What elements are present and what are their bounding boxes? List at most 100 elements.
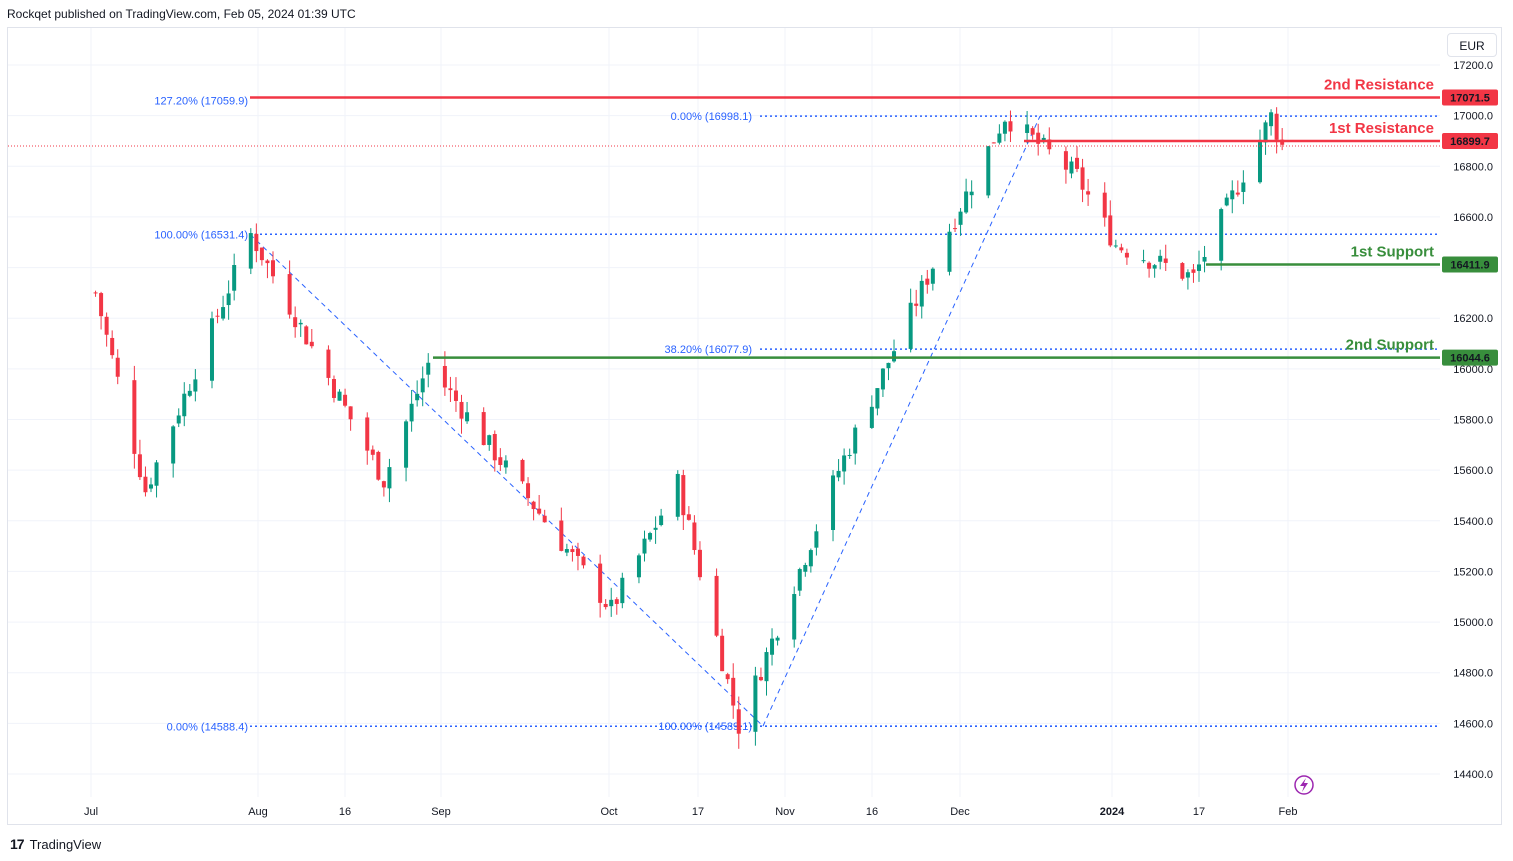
candle-body [1141,260,1146,262]
candlestick-series [93,107,1285,749]
candle-body [814,531,819,548]
candle-body [520,459,525,482]
chart-extras [8,145,1440,795]
candle-body [370,449,375,455]
fib-level-label: 127.20% (17059.9) [154,95,248,107]
candle-body [287,274,292,315]
candle-body [409,403,414,422]
candle-body [714,575,719,636]
time-tick-label: 17 [1193,806,1205,818]
candle-body [869,406,874,428]
candle-body [1152,265,1157,269]
candle-body [770,638,775,655]
candle-body [365,417,370,451]
candle-body [376,451,381,480]
fib-level-label: 100.00% (16531.4) [154,229,248,241]
level-price-tag-label: 16899.7 [1450,136,1490,148]
candle-body [731,677,736,706]
candle-body [648,533,653,540]
chart-frame [7,27,1502,825]
candle-body [1002,121,1007,134]
tradingview-footer[interactable]: 17 TradingView [10,835,101,853]
candle-body [1036,132,1041,144]
currency-selector[interactable]: EUR [1447,33,1497,57]
candle-body [1230,190,1235,200]
candle-body [442,365,447,388]
candle-body [1075,157,1080,169]
candle-body [1147,262,1152,269]
candle-body [997,133,1002,143]
candle-body [171,426,176,464]
candle-body [448,388,453,391]
candle-body [836,470,841,478]
candle-body [609,599,614,607]
price-tick-label: 15200.0 [1453,566,1493,578]
tradingview-brand: TradingView [29,836,102,852]
candle-body [1047,139,1052,150]
candle-body [148,484,153,489]
candle-body [404,421,409,468]
candle-body [925,278,930,285]
candle-body [542,515,547,523]
candle-body [803,565,808,572]
candle-body [575,548,580,556]
price-tick-label: 16600.0 [1453,212,1493,224]
candle-body [725,674,730,680]
candle-body [1163,258,1168,263]
candle-body [908,302,913,349]
time-tick-label: Oct [600,806,617,818]
candle-body [842,455,847,472]
time-tick-label: Sep [431,806,451,818]
candle-body [564,549,569,553]
candle-body [853,427,858,454]
candle-body [426,362,431,375]
candle-body [326,349,331,378]
candle-body [1063,151,1068,170]
candle-body [1041,137,1046,141]
lightning-icon-glyph [1300,778,1308,792]
candle-body [221,307,226,319]
candle-body [958,211,963,225]
candle-body [736,709,741,734]
candle-body [847,454,852,456]
price-tick-label: 15400.0 [1453,516,1493,528]
price-tick-label: 15800.0 [1453,415,1493,427]
level-price-tag-label: 16044.6 [1450,353,1490,365]
candle-body [1269,112,1274,127]
candle-body [1241,182,1246,192]
publisher-header: Rockqet published on TradingView.com, Fe… [7,7,356,21]
candle-body [143,476,148,493]
candle-body [886,362,891,369]
candle-body [764,652,769,682]
candle-body [99,293,104,317]
price-axis: 17200.017000.016800.016600.016400.016200… [1453,60,1493,781]
candle-body [526,483,531,499]
level-price-tag-label: 16411.9 [1450,260,1489,272]
candle-body [986,146,991,196]
candle-body [919,280,924,307]
candle-body [953,228,958,230]
candle-body [132,380,137,454]
candle-body [1191,269,1196,273]
candle-body [343,394,348,406]
fibonacci-retracement: 127.20% (17059.9) 0.00% (16998.1) 100.00% … [154,95,1440,733]
candle-body [1102,192,1107,218]
candle-body [110,337,115,356]
candle-body [681,475,686,516]
candle-body [753,675,758,732]
candle-body [797,569,802,591]
price-tick-label: 15000.0 [1453,617,1493,629]
support-resistance-levels: 2nd Resistance 17071.5 1st Resistance 16899… [250,77,1498,366]
candle-body [93,292,98,294]
candle-body [1197,264,1201,271]
candle-body [792,594,797,640]
candle-body [675,473,680,517]
candle-body [1069,161,1074,174]
price-tick-label: 16200.0 [1453,313,1493,325]
time-tick-label: Dec [950,806,970,818]
candle-body [598,563,603,603]
candle-body [620,577,625,604]
level-label: 1st Resistance [1329,120,1434,137]
candle-body [187,390,192,396]
